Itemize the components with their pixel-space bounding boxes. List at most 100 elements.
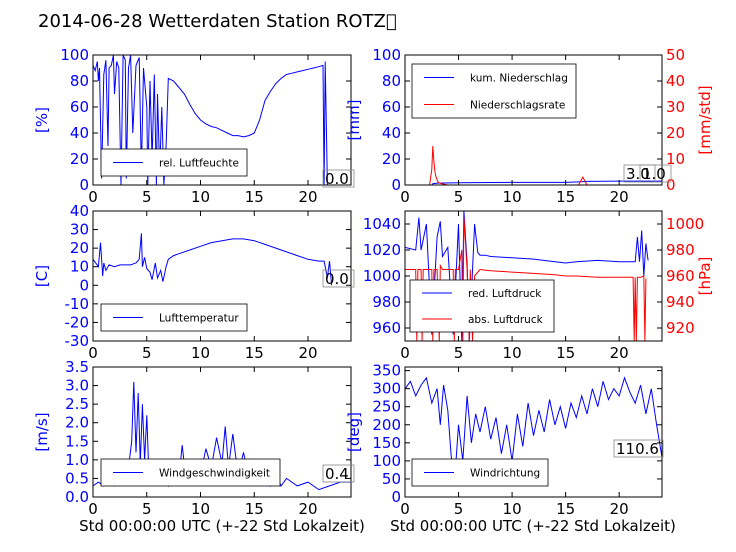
- precipitation-y-right-tick-label: 50: [666, 46, 685, 64]
- temperature-y-tick-label: -30: [65, 332, 90, 350]
- precipitation-y-right-axis-label: [mm/std]: [696, 85, 714, 154]
- pressure-y-tick-label: 1020: [363, 241, 401, 259]
- pressure-y-right-tick-label: 940: [666, 293, 695, 311]
- humidity-legend: rel. Luftfeuchte: [100, 148, 248, 177]
- pressure-y-right-tick-label: 960: [666, 267, 695, 285]
- humidity-current-value: 0.0: [325, 170, 349, 188]
- temperature-x-tick-label: 5: [142, 344, 152, 362]
- temperature-y-tick-label: 20: [70, 239, 89, 257]
- humidity-y-tick-label: 0: [79, 176, 89, 194]
- temperature-panel: 0 5 10 15 20-30-20-10010203040[C]Lufttempera…: [33, 202, 355, 362]
- humidity-y-axis-label: [%]: [33, 107, 51, 133]
- temperature-y-tick-label: -10: [65, 295, 90, 313]
- wind-speed-panel: 0 5 10 15 20 0.00.51.01.52.02.53.03.5 [m/s] Std…: [33, 358, 365, 535]
- wind-direction-y-tick-label: 100: [372, 452, 401, 470]
- wind-speed-y-tick-label: 2.0: [65, 414, 89, 432]
- humidity-x-tick-label: 10: [191, 188, 210, 206]
- pressure-x-tick-label: 10: [503, 344, 522, 362]
- temperature-y-tick-label: 30: [70, 221, 89, 239]
- wind-speed-x-axis-label: Std 00:00:00 UTC (+-22 Std Lokalzeit): [79, 517, 365, 535]
- temperature-current-value: 0.0: [325, 270, 349, 288]
- precipitation-current-value-right: 1.0: [642, 165, 666, 183]
- precipitation-x-tick-label: 20: [610, 188, 629, 206]
- precipitation-y-right-tick-label: 30: [666, 98, 685, 116]
- temperature-legend: Lufttemperatur: [100, 303, 248, 332]
- wind-speed-frame: [92, 366, 352, 498]
- wind-speed-current-value: 0.4: [325, 465, 349, 483]
- pressure-x-tick-label: 0: [400, 344, 410, 362]
- temperature-y-tick-label: 10: [70, 258, 89, 276]
- precipitation-y-tick-label: 40: [382, 124, 401, 142]
- temperature-y-tick-label: 40: [70, 202, 89, 220]
- wind-speed-y-tick-label: 1.0: [65, 451, 89, 469]
- wind-direction-x-tick-label: 5: [454, 500, 464, 518]
- wind-direction-series-1: [405, 376, 662, 487]
- pressure-y-right-tick-label: 980: [666, 241, 695, 259]
- wind-direction-frame: [404, 366, 663, 498]
- precipitation-x-tick-label: 15: [556, 188, 575, 206]
- wind-direction-y-tick-label: 300: [372, 380, 401, 398]
- precipitation-legend: kum. Niederschlag Niederschlagsrate: [411, 63, 577, 119]
- wind-speed-y-tick-label: 1.5: [65, 432, 89, 450]
- pressure-x-tick-label: 5: [454, 344, 464, 362]
- humidity-y-tick-label: 80: [70, 72, 89, 90]
- precipitation-y-tick-label: 0: [391, 176, 401, 194]
- wind-speed-y-tick-label: 2.5: [65, 395, 89, 413]
- pressure-y-tick-label: 960: [372, 319, 401, 337]
- wind-direction-y-tick-label: 350: [372, 362, 401, 380]
- pressure-x-tick-label: 15: [556, 344, 575, 362]
- wind-direction-y-tick-label: 0: [391, 488, 401, 506]
- temperature-y-tick-label: 0: [79, 276, 89, 294]
- precipitation-x-tick-label: 5: [454, 188, 464, 206]
- wind-direction-x-tick-label: 20: [610, 500, 629, 518]
- temperature-y-axis-label: [C]: [33, 265, 51, 287]
- precipitation-y-right-tick-label: 0: [666, 176, 676, 194]
- temperature-series-1: [93, 233, 333, 286]
- pressure-y-right-tick-label: 920: [666, 319, 695, 337]
- pressure-y-right-axis-label: [hPa]: [696, 257, 714, 296]
- wind-speed-y-axis-label: [m/s]: [33, 412, 51, 451]
- wind-direction-y-tick-label: 50: [382, 470, 401, 488]
- precipitation-legend-entry: kum. Niederschlag: [470, 73, 568, 85]
- humidity-legend-entry: rel. Luftfeuchte: [159, 158, 239, 170]
- humidity-x-tick-label: 20: [298, 188, 317, 206]
- humidity-frame: [92, 54, 352, 186]
- precipitation-y-axis-label: [mm]: [345, 100, 363, 141]
- pressure-y-tick-label: 980: [372, 293, 401, 311]
- pressure-y-tick-label: 1000: [363, 267, 401, 285]
- temperature-x-tick-label: 15: [245, 344, 264, 362]
- temperature-legend-entry: Lufttemperatur: [159, 313, 239, 325]
- wind-speed-x-tick-label: 15: [245, 500, 264, 518]
- wind-speed-x-tick-label: 5: [142, 500, 152, 518]
- wind-direction-x-tick-label: 10: [503, 500, 522, 518]
- pressure-y-right-tick-label: 1000: [666, 215, 704, 233]
- precipitation-y-tick-label: 100: [372, 46, 401, 64]
- humidity-x-tick-label: 0: [88, 188, 98, 206]
- pressure-series-2: [405, 217, 647, 341]
- humidity-x-tick-label: 5: [142, 188, 152, 206]
- wind-speed-x-tick-label: 0: [88, 500, 98, 518]
- temperature-y-tick-label: -20: [65, 313, 90, 331]
- temperature-frame: [92, 210, 352, 342]
- precipitation-y-tick-label: 60: [382, 98, 401, 116]
- precipitation-x-tick-label: 10: [503, 188, 522, 206]
- wind-direction-legend-entry: Windrichtung: [470, 468, 540, 480]
- wind-direction-y-tick-label: 250: [372, 398, 401, 416]
- pressure-legend: red. Luftdruck abs. Luftdruck: [409, 279, 555, 333]
- pressure-legend-entry: abs. Luftdruck: [468, 314, 544, 326]
- precipitation-y-tick-label: 20: [382, 150, 401, 168]
- wind-speed-y-tick-label: 3.5: [65, 358, 89, 376]
- wind-direction-x-tick-label: 0: [400, 500, 410, 518]
- wind-direction-y-axis-label: [deg]: [345, 412, 363, 452]
- precipitation-y-right-tick-label: 20: [666, 124, 685, 142]
- wind-speed-y-tick-label: 0.5: [65, 469, 89, 487]
- pressure-x-tick-label: 20: [610, 344, 629, 362]
- temperature-x-tick-label: 0: [88, 344, 98, 362]
- temperature-x-tick-label: 10: [191, 344, 210, 362]
- humidity-panel: 0 5 10 15 20 0 20 40 60 80 100 [%] rel. Luftfeuchte 0…: [33, 46, 355, 206]
- precipitation-current-value: 3.0: [626, 165, 650, 183]
- precipitation-series-2: [405, 145, 662, 185]
